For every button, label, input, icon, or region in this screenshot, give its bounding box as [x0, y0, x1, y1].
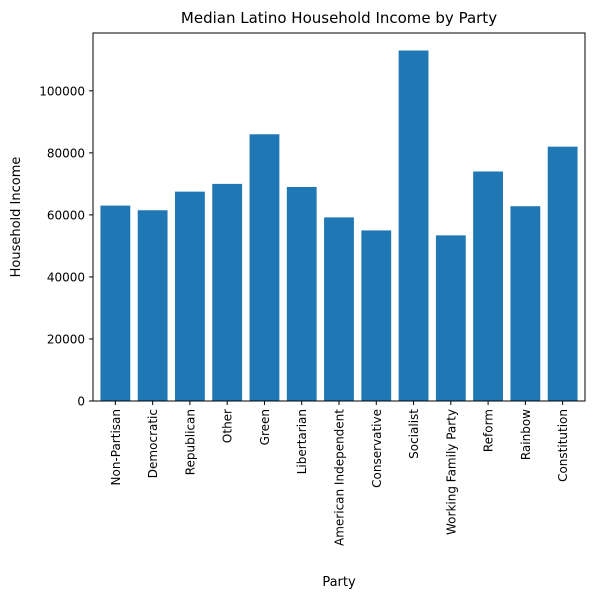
bar: [137, 210, 168, 401]
bars-group: [100, 50, 578, 402]
x-tick-label: Green: [258, 409, 272, 445]
bar: [286, 186, 317, 401]
y-tick-label: 80000: [47, 146, 85, 160]
bar: [547, 146, 578, 401]
y-tick-label: 100000: [39, 84, 85, 98]
bar: [324, 217, 354, 401]
x-tick-label: Constitution: [556, 409, 570, 482]
x-tick-label: Reform: [482, 409, 496, 452]
y-tick-label: 40000: [47, 270, 85, 284]
x-tick-label: Republican: [183, 409, 197, 475]
y-tick-label: 20000: [47, 332, 85, 346]
x-tick-label: Libertarian: [295, 409, 309, 474]
bar: [398, 50, 429, 402]
y-axis-label: Household Income: [9, 157, 24, 278]
x-axis: Non-Partisan Democratic Republican Other Gre…: [109, 401, 570, 546]
y-axis: 0 20000 40000 60000 80000 100000: [39, 84, 93, 409]
chart-title: Median Latino Household Income by Party: [181, 9, 497, 27]
y-tick-label: 60000: [47, 208, 85, 222]
bar: [249, 134, 280, 401]
bar: [100, 205, 131, 401]
x-tick-label: Working Family Party: [444, 409, 458, 535]
bar: [212, 183, 243, 401]
bar: [361, 230, 392, 401]
plot-frame: [92, 32, 586, 402]
x-tick-label: American Independent: [333, 409, 347, 546]
x-axis-label: Party: [322, 575, 356, 590]
x-tick-label: Socialist: [407, 409, 421, 459]
y-tick-label: 0: [77, 395, 85, 409]
bar: [175, 191, 205, 401]
x-tick-label: Rainbow: [519, 409, 533, 460]
bar: [435, 235, 466, 401]
x-tick-label: Conservative: [370, 409, 384, 488]
x-tick-label: Democratic: [146, 409, 160, 478]
bar: [510, 206, 541, 401]
x-tick-label: Other: [221, 409, 235, 443]
bar: [473, 171, 503, 401]
x-tick-label: Non-Partisan: [109, 409, 123, 486]
